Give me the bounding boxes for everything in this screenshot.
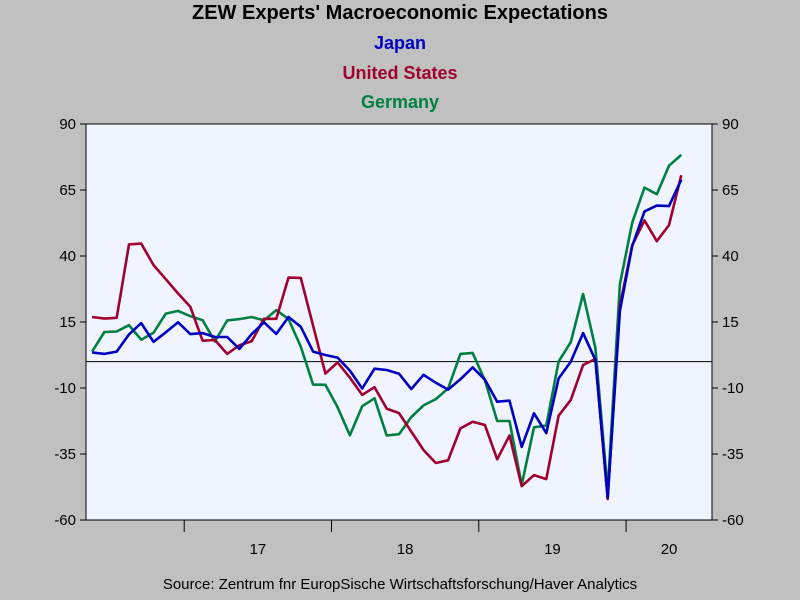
series-line-united-states (91, 174, 683, 501)
y-tick-label-right: -60 (722, 512, 744, 529)
y-tick-label-left: 65 (59, 182, 76, 199)
series-line-germany (90, 153, 683, 493)
y-tick-label-right: 90 (722, 116, 739, 133)
subtitle-united-states: United States (342, 63, 458, 83)
y-tick-label-right: 40 (722, 248, 739, 265)
x-tick-label: 17 (249, 541, 266, 558)
y-tick-label-left: -10 (54, 380, 76, 397)
y-tick-label-right: 65 (722, 182, 739, 199)
y-tick-label-left: -60 (54, 512, 76, 529)
x-tick-label: 20 (661, 541, 678, 558)
y-tick-label-right: -35 (722, 446, 744, 463)
subtitle-japan: Japan (373, 33, 427, 53)
x-tick-label: 19 (544, 541, 561, 558)
plot-area (85, 123, 713, 521)
y-tick-label-right: -10 (722, 380, 744, 397)
source-note: Source: Zentrum fnr EuropSische Wirtscha… (162, 576, 638, 593)
chart-title: ZEW Experts' Macroeconomic Expectations (192, 2, 608, 24)
subtitle-germany: Germany (360, 92, 440, 112)
series-line-japan (91, 179, 683, 500)
y-tick-label-left: -35 (54, 446, 76, 463)
y-tick-label-left: 90 (59, 116, 76, 133)
y-tick-label-right: 15 (722, 314, 739, 331)
y-tick-label-left: 15 (59, 314, 76, 331)
x-tick-label: 18 (397, 541, 414, 558)
y-tick-label-left: 40 (59, 248, 76, 265)
